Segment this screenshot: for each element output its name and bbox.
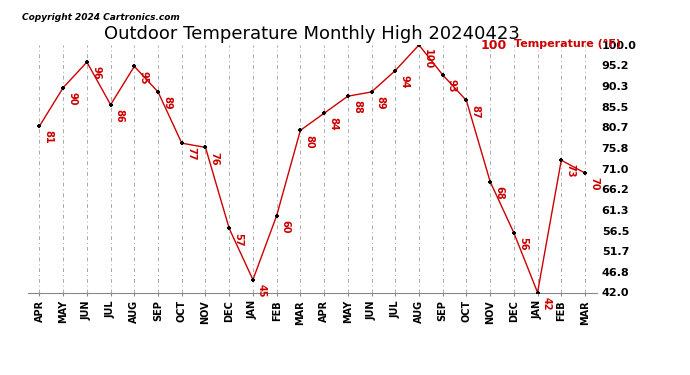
Point [224,225,235,231]
Text: 94: 94 [400,75,409,88]
Point [248,277,259,283]
Point [390,68,401,74]
Text: 42: 42 [542,297,552,310]
Text: 96: 96 [91,66,101,80]
Point [342,93,353,99]
Text: 93: 93 [447,79,457,93]
Point [129,63,140,69]
Text: 68: 68 [494,186,504,200]
Text: 56: 56 [518,237,528,250]
Text: 88: 88 [352,100,362,114]
Text: 100: 100 [423,49,433,69]
Point [105,102,116,108]
Point [176,140,187,146]
Text: Temperature (°F): Temperature (°F) [514,39,621,50]
Point [532,290,543,296]
Point [555,157,566,163]
Text: 80: 80 [304,135,315,148]
Text: 86: 86 [115,109,125,123]
Point [34,123,45,129]
Point [152,89,164,95]
Point [295,128,306,134]
Text: 90: 90 [68,92,77,105]
Point [366,89,377,95]
Text: 100: 100 [481,39,507,53]
Point [319,110,330,116]
Text: 60: 60 [281,220,290,233]
Point [580,170,591,176]
Title: Outdoor Temperature Monthly High 20240423: Outdoor Temperature Monthly High 2024042… [104,26,520,44]
Text: 73: 73 [565,164,575,178]
Text: 81: 81 [43,130,54,144]
Point [81,59,92,65]
Point [271,213,282,219]
Point [484,178,495,184]
Text: 45: 45 [257,284,267,297]
Text: 77: 77 [186,147,196,161]
Text: 87: 87 [471,105,480,118]
Text: Copyright 2024 Cartronics.com: Copyright 2024 Cartronics.com [22,13,179,22]
Text: 57: 57 [233,232,244,246]
Text: 76: 76 [210,152,219,165]
Text: 95: 95 [139,70,148,84]
Point [437,72,448,78]
Point [58,85,69,91]
Text: 84: 84 [328,117,338,131]
Text: 70: 70 [589,177,599,190]
Point [509,230,520,236]
Point [413,42,424,48]
Text: 89: 89 [375,96,386,110]
Text: 89: 89 [162,96,172,110]
Point [200,144,211,150]
Point [461,98,472,104]
